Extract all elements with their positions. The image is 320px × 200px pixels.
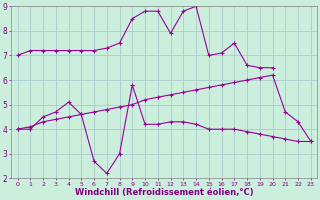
X-axis label: Windchill (Refroidissement éolien,°C): Windchill (Refroidissement éolien,°C) xyxy=(75,188,253,197)
